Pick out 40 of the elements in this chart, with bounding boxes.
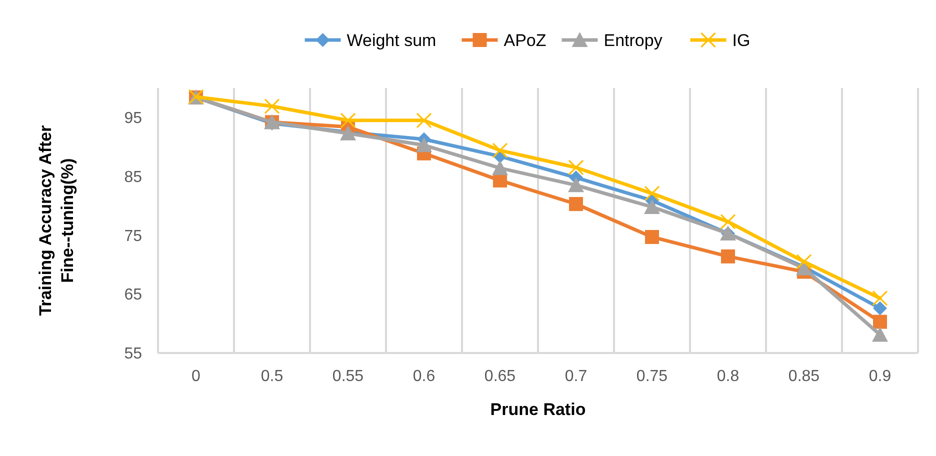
point — [340, 112, 356, 128]
x-tick-label: 0.9 — [868, 368, 892, 385]
y-tick-label: 85 — [124, 168, 142, 186]
point — [492, 142, 508, 158]
point — [645, 230, 659, 244]
y-tick-label: 65 — [124, 286, 142, 304]
x-tick-label: 0.85 — [788, 368, 820, 385]
legend-label: IG — [732, 30, 750, 50]
point — [416, 112, 432, 128]
x-tick-label: 0.8 — [716, 368, 740, 385]
y-tick-label: 75 — [124, 228, 142, 245]
x-tick-label: 0.6 — [412, 368, 436, 385]
y-axis-title: Training Accuracy After Fine--tuning(%) — [36, 124, 77, 316]
x-axis-title: Prune Ratio — [490, 400, 586, 419]
point — [416, 137, 432, 152]
point — [568, 177, 584, 192]
legend-label: Entropy — [604, 30, 663, 50]
legend-label: APoZ — [504, 30, 546, 50]
legend-label: Weight sum — [346, 30, 436, 50]
point — [873, 301, 887, 316]
y-tick-label: 95 — [124, 110, 142, 128]
point — [568, 160, 584, 176]
point — [644, 198, 660, 214]
point — [720, 214, 736, 230]
point — [872, 326, 888, 342]
point — [796, 254, 812, 270]
x-tick-label: 0.65 — [484, 368, 516, 385]
x-tick-label: 0 — [192, 368, 201, 385]
point — [873, 314, 887, 329]
x-tick-label: 0.55 — [332, 368, 364, 385]
point — [872, 290, 888, 306]
y-tick-label: 55 — [124, 346, 142, 363]
x-tick-label: 0.7 — [564, 368, 588, 385]
point — [644, 186, 660, 202]
point — [721, 249, 735, 264]
point — [569, 197, 583, 212]
x-tick-label: 0.75 — [636, 368, 668, 385]
point — [264, 98, 280, 114]
x-tick-label: 0.5 — [260, 368, 284, 385]
point — [492, 160, 508, 176]
